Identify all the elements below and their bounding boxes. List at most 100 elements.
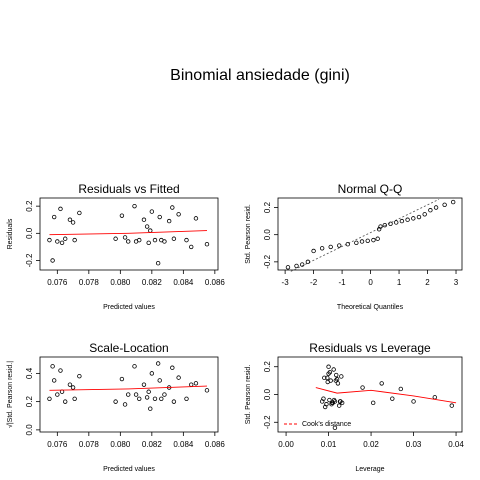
point — [137, 396, 142, 402]
point — [394, 220, 399, 225]
point — [146, 240, 151, 246]
y-tick-label: 0.2 — [25, 396, 34, 408]
point — [326, 364, 331, 369]
x-axis-label: Predicted values — [103, 466, 155, 473]
point — [193, 381, 199, 386]
x-tick-label: 0.082 — [142, 440, 163, 449]
x-tick-label: 0.076 — [47, 440, 68, 449]
point — [428, 208, 433, 213]
y-tick-label: 0.2 — [263, 201, 272, 213]
panel-title: Residuals vs Fitted — [78, 182, 179, 196]
point — [442, 202, 447, 207]
point — [359, 239, 365, 244]
point — [328, 244, 333, 250]
plot-frame — [277, 197, 463, 271]
y-tick-label: 0.0 — [25, 227, 34, 239]
x-tick-label: 0.02 — [363, 440, 379, 449]
point — [189, 244, 194, 250]
x-tick-label: 0.04 — [448, 440, 464, 449]
point — [184, 237, 189, 243]
panel-title: Scale-Location — [89, 341, 168, 355]
point — [51, 378, 57, 383]
y-tick-label: -0.2 — [263, 415, 272, 429]
x-tick-label: 0.086 — [205, 440, 226, 449]
point — [58, 206, 63, 212]
point — [171, 236, 177, 241]
point — [77, 374, 82, 379]
y-tick-label: -0.2 — [263, 254, 272, 268]
point — [450, 199, 456, 205]
point — [59, 240, 65, 246]
point — [189, 382, 194, 387]
y-tick-label: 0.2 — [263, 361, 272, 373]
point — [325, 375, 330, 381]
point — [382, 222, 388, 228]
point — [70, 220, 76, 225]
x-tick-label: 3 — [454, 278, 459, 287]
point — [449, 403, 455, 408]
point — [126, 392, 131, 397]
x-tick-label: -1 — [339, 278, 347, 287]
point — [132, 364, 137, 369]
point — [122, 235, 128, 240]
main-title: Binomial ansiedade (gini) — [170, 67, 350, 84]
point — [55, 392, 60, 397]
point — [141, 382, 147, 387]
point — [327, 370, 333, 375]
legend-text: Cook's distance — [302, 421, 351, 428]
point — [184, 396, 189, 402]
point — [159, 237, 164, 243]
point — [122, 402, 128, 407]
point — [152, 237, 158, 243]
point — [399, 218, 405, 224]
x-tick-label: 0.082 — [142, 278, 163, 287]
point — [337, 399, 343, 404]
x-tick-label: -2 — [310, 278, 318, 287]
point — [170, 365, 175, 370]
x-tick-label: 0 — [368, 278, 373, 287]
point — [433, 205, 439, 210]
y-axis-label: √|Std. Pearson resid.| — [6, 361, 14, 428]
point — [146, 389, 151, 394]
point — [119, 213, 125, 218]
point — [370, 400, 376, 406]
point — [126, 239, 131, 244]
point — [113, 236, 118, 241]
point — [294, 263, 299, 269]
point — [332, 425, 338, 431]
point — [375, 236, 380, 241]
point — [390, 396, 395, 401]
point — [63, 236, 68, 241]
point — [176, 375, 181, 380]
plot-frame — [39, 197, 219, 271]
x-tick-label: 0.078 — [79, 440, 100, 449]
x-tick-label: 0.078 — [79, 278, 100, 287]
point — [55, 239, 60, 244]
point — [379, 381, 384, 386]
point — [152, 396, 158, 402]
point — [327, 397, 332, 403]
point — [331, 367, 336, 372]
point — [354, 240, 359, 246]
point — [388, 221, 393, 227]
panel-title: Residuals vs Leverage — [309, 341, 431, 355]
x-tick-label: 0.086 — [205, 278, 226, 287]
point — [325, 379, 330, 385]
point — [300, 262, 305, 267]
x-axis-label: Theoretical Quantiles — [337, 304, 404, 311]
point — [176, 212, 181, 217]
point — [365, 238, 370, 243]
y-tick-label: 0.0 — [263, 229, 272, 241]
point — [155, 361, 161, 366]
point — [149, 209, 155, 214]
y-tick-label: 0.4 — [25, 367, 34, 379]
point — [193, 216, 199, 221]
point — [398, 386, 404, 392]
point — [411, 216, 416, 221]
point — [371, 237, 376, 243]
y-tick-label: -0.2 — [25, 253, 34, 267]
point — [67, 382, 73, 387]
point — [50, 364, 55, 369]
x-tick-label: 0.00 — [278, 440, 294, 449]
point — [334, 372, 339, 378]
